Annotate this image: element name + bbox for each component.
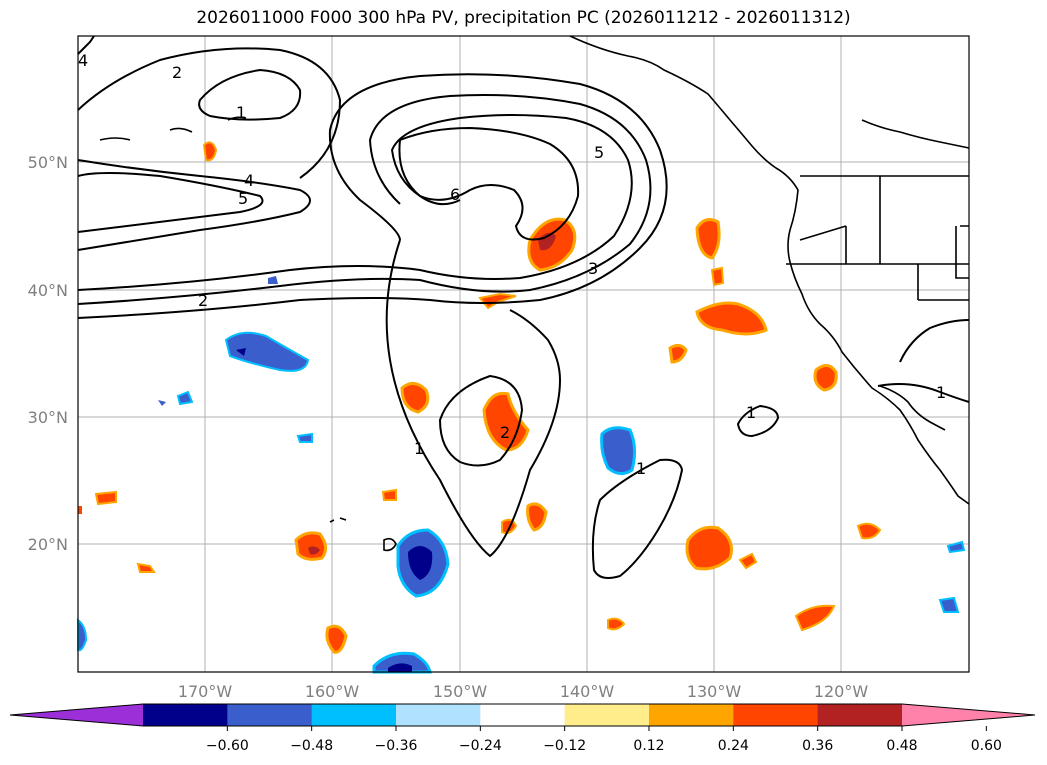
lat-label: 40°N — [28, 281, 68, 300]
contour-label: 5 — [594, 143, 604, 162]
colorbar-tick-label: −0.24 — [459, 738, 502, 754]
contour-label: 2 — [198, 291, 208, 310]
colorbar-tick-label: −0.36 — [375, 738, 418, 754]
colorbar-segment — [480, 704, 566, 726]
colorbar-segment — [733, 704, 819, 726]
lon-label: 150°W — [433, 682, 488, 701]
colorbar-tick-label: 0.60 — [971, 738, 1002, 754]
colorbar-tick-label: −0.60 — [206, 738, 249, 754]
longitude-labels: 170°W 160°W 150°W 140°W 130°W 120°W — [178, 682, 869, 701]
contour-label: 3 — [588, 259, 598, 278]
latitude-labels: 50°N 40°N 30°N 20°N — [28, 153, 68, 554]
page-title: 2026011000 F000 300 hPa PV, precipitatio… — [196, 8, 851, 28]
contour-label: 1 — [936, 383, 946, 402]
pv-contours — [77, 35, 970, 579]
map-panel: 4 2 1 4 5 6 5 3 2 1 2 1 1 1 — [77, 35, 970, 674]
contour-label: 1 — [636, 459, 646, 478]
precip-positive-areas — [78, 141, 882, 654]
lat-label: 30°N — [28, 408, 68, 427]
colorbar-segment — [396, 704, 481, 726]
contour-label: 5 — [238, 189, 248, 208]
contour-label: 4 — [78, 51, 88, 70]
colorbar-extend-low — [10, 704, 143, 726]
colorbar-segment — [227, 704, 313, 726]
colorbar-tick-label: −0.48 — [290, 738, 333, 754]
colorbar-segment — [817, 704, 903, 726]
lon-label: 130°W — [687, 682, 742, 701]
coastline — [99, 35, 970, 552]
colorbar-extend-high — [902, 704, 1035, 726]
lat-label: 20°N — [28, 535, 68, 554]
colorbar: −0.60 −0.48 −0.36 −0.24 −0.12 0.12 0.24 0.36 0.4… — [9, 703, 1036, 754]
colorbar-tick-label: 0.24 — [718, 738, 749, 754]
colorbar-tick-label: 0.12 — [633, 738, 664, 754]
colorbar-segment — [143, 704, 228, 726]
colorbar-outline — [9, 703, 1036, 727]
contour-label: 1 — [746, 403, 756, 422]
lon-label: 170°W — [178, 682, 233, 701]
colorbar-segment — [564, 704, 650, 726]
contour-label: 4 — [244, 171, 254, 190]
precip-negative-areas — [77, 331, 966, 674]
lon-label: 120°W — [814, 682, 869, 701]
lon-label: 160°W — [305, 682, 360, 701]
colorbar-tick-label: 0.36 — [802, 738, 833, 754]
map-frame — [77, 35, 970, 673]
contour-label: 1 — [236, 103, 246, 122]
contour-label: 2 — [172, 63, 182, 82]
colorbar-segment — [649, 704, 734, 726]
lon-label: 140°W — [560, 682, 615, 701]
contour-label: 1 — [414, 439, 424, 458]
lat-label: 50°N — [28, 153, 68, 172]
contour-label: 2 — [500, 423, 510, 442]
colorbar-tick-label: 0.48 — [886, 738, 917, 754]
colorbar-tick-label: −0.12 — [543, 738, 586, 754]
contour-labels: 4 2 1 4 5 6 5 3 2 1 2 1 1 1 — [78, 51, 946, 478]
colorbar-segment — [311, 704, 397, 726]
contour-label: 6 — [450, 185, 460, 204]
